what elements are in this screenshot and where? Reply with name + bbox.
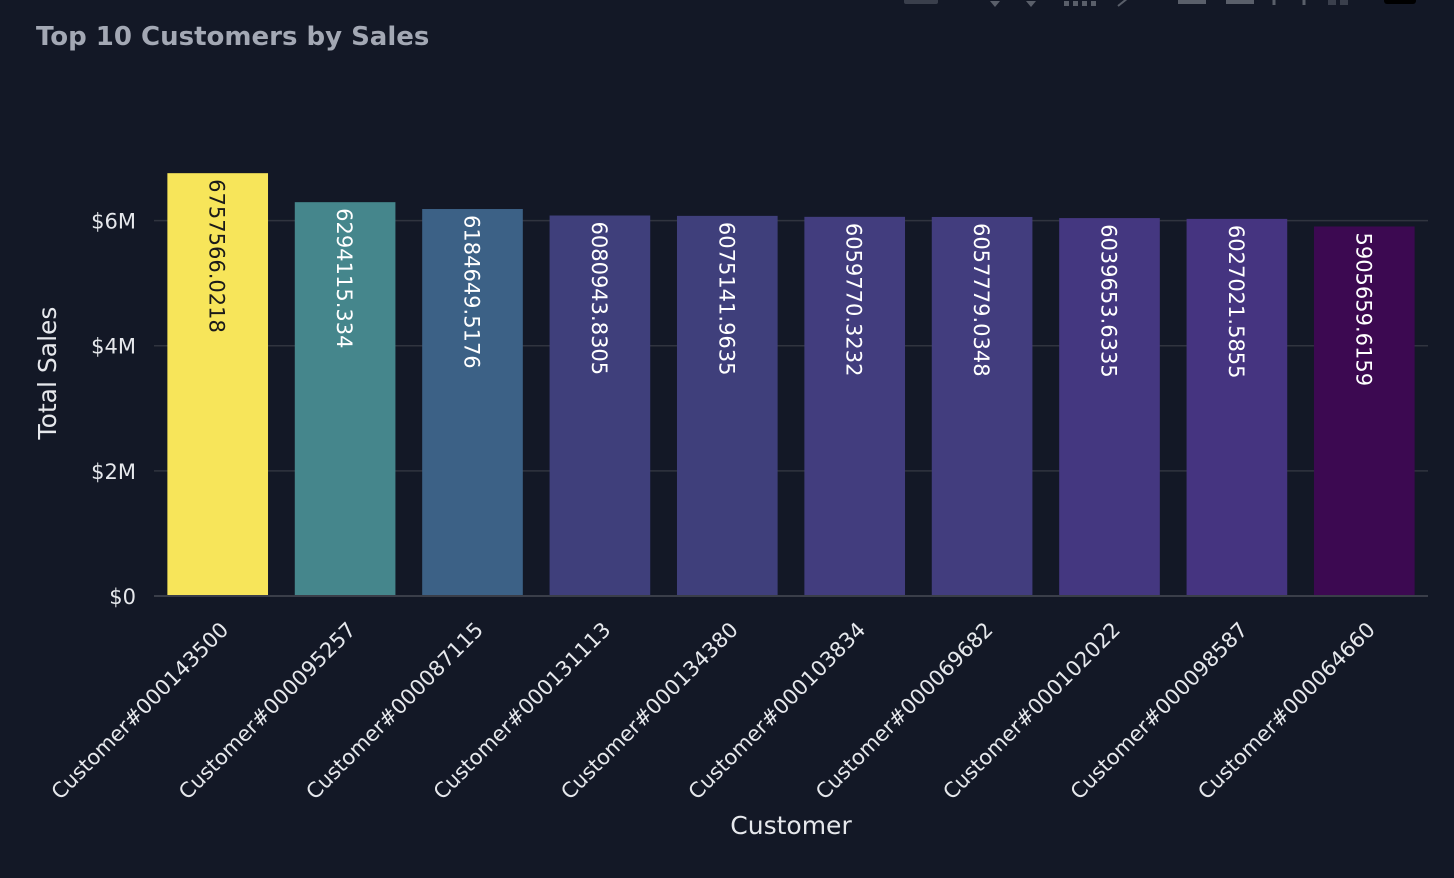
y-tick-label: $4M <box>91 335 136 359</box>
bar-value-label: 6059770.3232 <box>842 223 866 377</box>
lasso-icon[interactable] <box>1116 0 1132 7</box>
bar-value-label: 6184649.5176 <box>460 215 484 369</box>
bar-value-labels: 6757566.0218 6294115.334 6184649.5176 60809… <box>205 179 1376 386</box>
x-axis-title: Customer <box>730 811 852 840</box>
y-axis-ticks: $0 $2M $4M $6M <box>91 210 136 609</box>
zoom-icon[interactable] <box>988 0 1002 7</box>
bar-value-label: 6080943.8305 <box>587 222 611 376</box>
bar[interactable] <box>1059 218 1160 596</box>
bar[interactable] <box>549 215 651 596</box>
pan-icon[interactable] <box>1024 0 1038 7</box>
bars <box>167 173 1415 597</box>
x-axis-ticks: Customer#000143500Customer#000095257Cust… <box>47 618 1380 805</box>
bar[interactable] <box>1313 226 1415 597</box>
bar-value-label: 6057779.0348 <box>969 223 993 377</box>
y-axis-title: Total Sales <box>33 307 62 441</box>
bar[interactable] <box>422 209 523 596</box>
bar-value-label: 6075141.9635 <box>714 222 738 376</box>
reset-axes-icon[interactable] <box>1326 0 1352 5</box>
plotly-logo-icon[interactable] <box>1384 0 1416 4</box>
bar[interactable] <box>804 216 906 596</box>
bar-value-label: 6757566.0218 <box>205 179 229 333</box>
bar-value-label: 5905659.6159 <box>1351 232 1375 386</box>
bar[interactable] <box>294 202 396 596</box>
bar[interactable] <box>1186 218 1288 596</box>
zoom-out-icon[interactable] <box>1226 0 1254 4</box>
bar-value-label: 6294115.334 <box>332 208 356 348</box>
bar[interactable] <box>931 216 1033 596</box>
chart-title: Top 10 Customers by Sales <box>36 22 430 52</box>
y-tick-label: $6M <box>91 210 136 234</box>
bar[interactable] <box>167 173 269 596</box>
autoscale-icon[interactable] <box>1272 0 1306 5</box>
y-tick-label: $0 <box>109 585 136 609</box>
bar-value-label: 6039653.6335 <box>1097 224 1121 378</box>
box-select-icon[interactable] <box>1062 0 1098 6</box>
bar[interactable] <box>676 215 778 596</box>
chart-modebar <box>900 0 1440 7</box>
y-tick-label: $2M <box>91 460 136 484</box>
zoom-in-icon[interactable] <box>1178 0 1206 4</box>
camera-icon[interactable] <box>904 0 938 4</box>
bar-value-label: 6027021.5855 <box>1224 225 1248 379</box>
